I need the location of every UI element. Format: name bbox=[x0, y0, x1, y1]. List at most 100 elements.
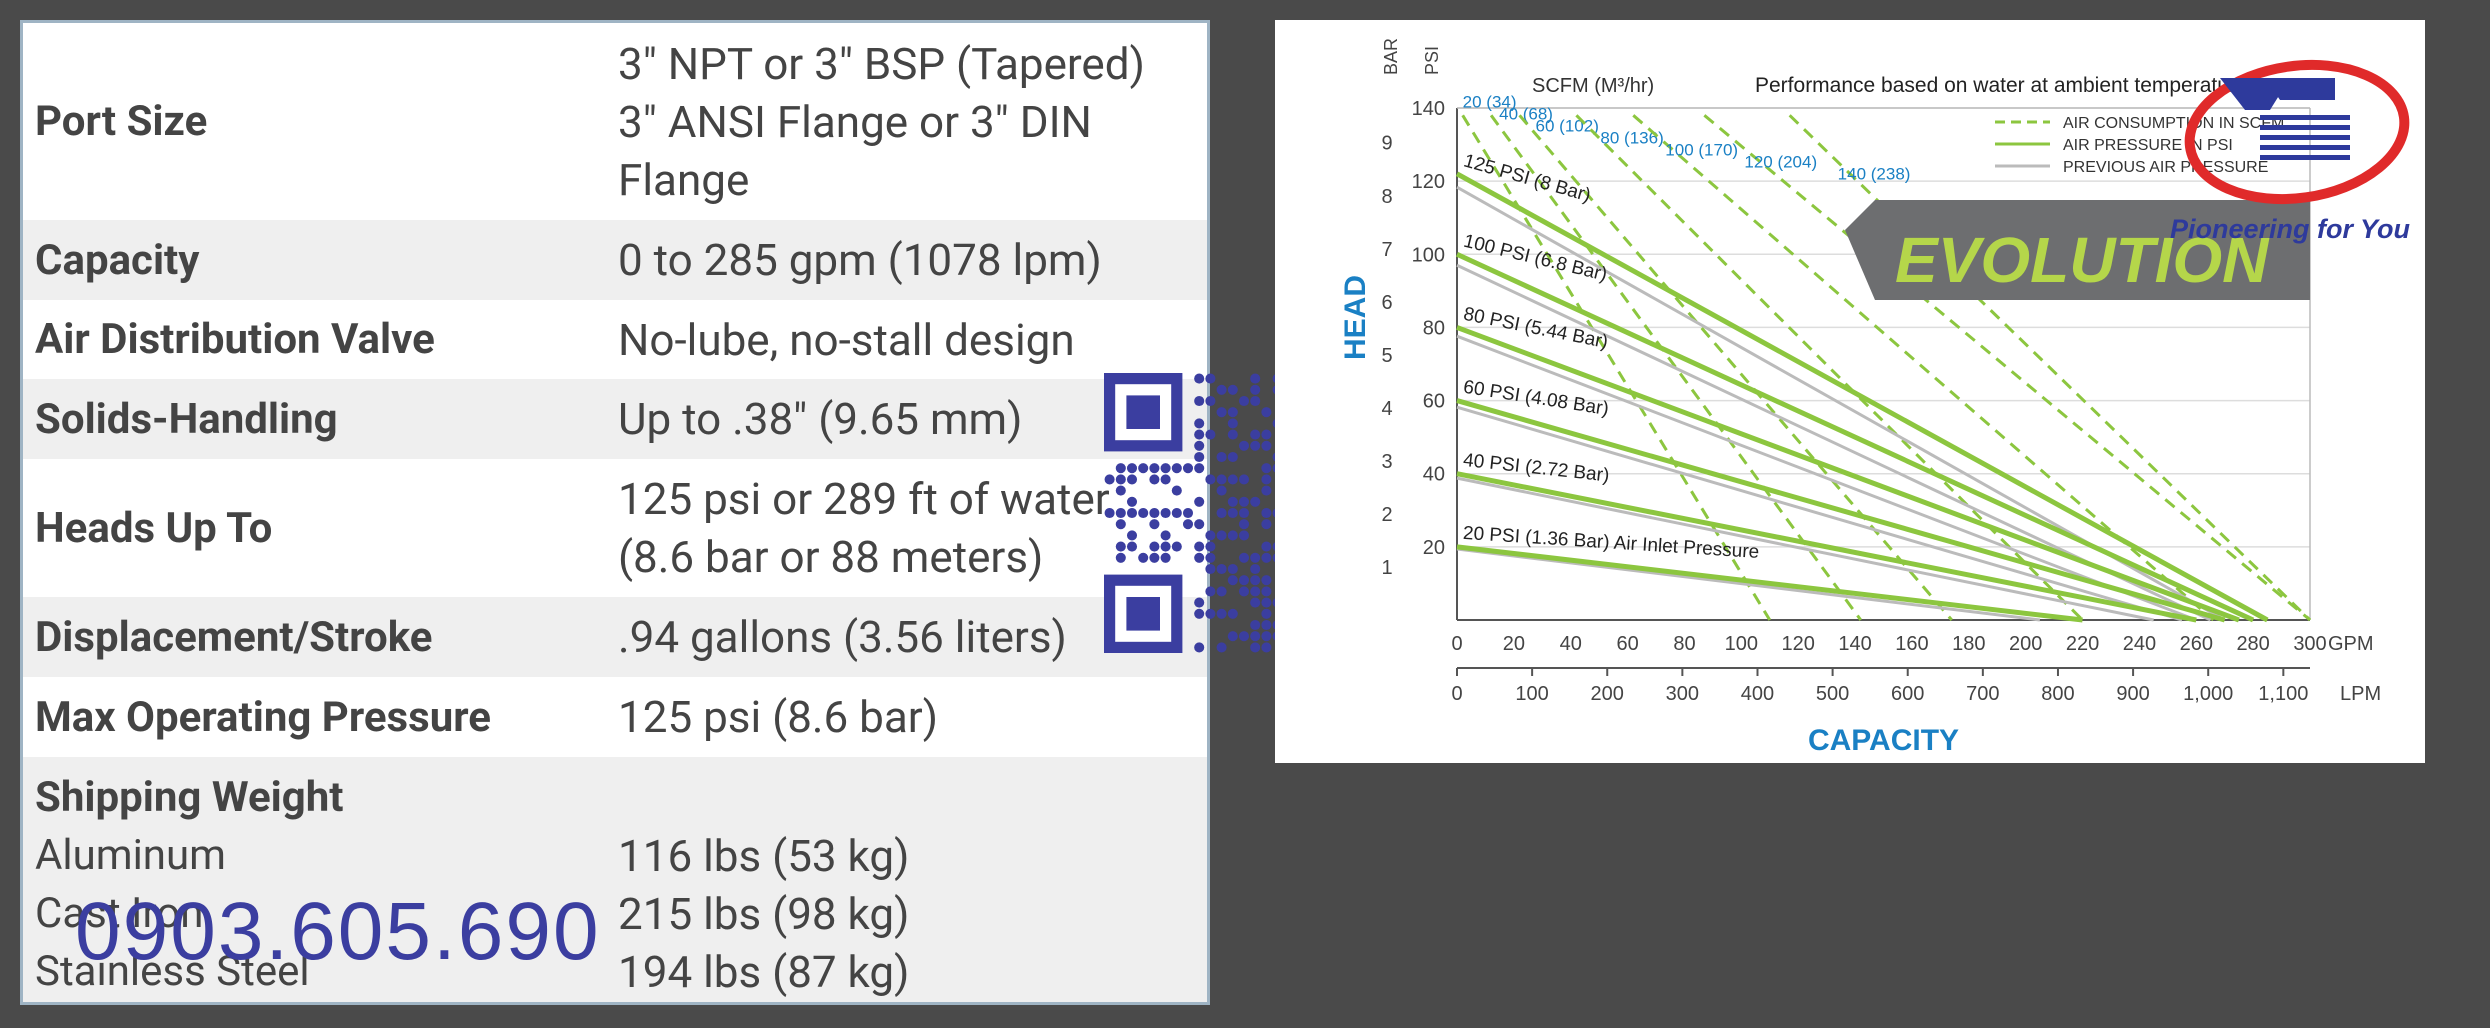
spec-table: Port Size 3" NPT or 3" BSP (Tapered) 3" AN… bbox=[20, 20, 1210, 1005]
qr-module bbox=[1238, 575, 1250, 586]
qr-module bbox=[1227, 407, 1238, 418]
qr-module bbox=[1149, 541, 1160, 552]
x-unit-lpm: LPM bbox=[2340, 683, 2381, 705]
x-tick-gpm: 220 bbox=[2066, 633, 2099, 655]
qr-module bbox=[1171, 485, 1182, 496]
x-tick-gpm: 280 bbox=[2236, 633, 2269, 655]
qr-module bbox=[1261, 597, 1272, 608]
x-tick-gpm: 260 bbox=[2180, 633, 2213, 655]
x-tick-gpm: 80 bbox=[1673, 633, 1695, 655]
spec-value: 3" NPT or 3" BSP (Tapered) 3" ANSI Flange… bbox=[618, 23, 1207, 220]
qr-module bbox=[1171, 507, 1182, 519]
spec-row: Capacity 0 to 285 gpm (1078 lpm) bbox=[23, 220, 1207, 300]
qr-module bbox=[1194, 608, 1205, 619]
qr-module bbox=[1238, 474, 1250, 485]
qr-module bbox=[1138, 552, 1149, 563]
qr-module bbox=[1238, 507, 1250, 519]
qr-module bbox=[1104, 474, 1115, 485]
previous-pressure-line bbox=[1456, 405, 2183, 622]
x-tick-lpm: 400 bbox=[1741, 683, 1774, 705]
qr-module bbox=[1115, 519, 1126, 530]
qr-module bbox=[1182, 519, 1194, 530]
x-tick-gpm: 0 bbox=[1451, 633, 1462, 655]
qr-module bbox=[1126, 530, 1138, 541]
qr-module bbox=[1227, 429, 1238, 440]
pressure-line bbox=[1456, 325, 2240, 623]
x-axis-label: CAPACITY bbox=[1808, 724, 1959, 757]
spec-label: Heads Up To bbox=[35, 503, 273, 553]
qr-module bbox=[1205, 563, 1216, 575]
legend-label: AIR PRESSURE IN PSI bbox=[2063, 137, 2233, 154]
qr-module bbox=[1171, 463, 1182, 474]
spec-label: Air Distribution Valve bbox=[35, 315, 435, 364]
qr-module bbox=[1261, 575, 1272, 586]
previous-pressure-line bbox=[1456, 334, 2197, 622]
qr-module bbox=[1205, 541, 1216, 552]
y-tick-bar: 6 bbox=[1381, 292, 1392, 314]
qr-module bbox=[1115, 474, 1126, 485]
qr-module bbox=[1261, 474, 1272, 485]
qr-module bbox=[1205, 373, 1216, 384]
spec-value-line: 3" ANSI Flange or 3" DIN bbox=[618, 95, 1092, 148]
qr-module bbox=[1227, 563, 1238, 575]
qr-module bbox=[1250, 552, 1261, 563]
qr-module bbox=[1160, 474, 1171, 485]
qr-module bbox=[1216, 608, 1227, 619]
spec-value: 125 psi (8.6 bar) bbox=[618, 677, 1207, 757]
qr-module bbox=[1205, 586, 1216, 597]
material-label: Stainless Steel bbox=[35, 947, 310, 996]
qr-module bbox=[1261, 463, 1272, 474]
qr-module bbox=[1216, 384, 1227, 395]
logo-mark bbox=[2220, 78, 2335, 110]
spec-row: Heads Up To 125 psi or 289 ft of water (8.… bbox=[23, 459, 1207, 597]
x-tick-gpm: 120 bbox=[1782, 633, 1815, 655]
legend-label: PREVIOUS AIR PRESSURE bbox=[2063, 159, 2268, 176]
qr-module bbox=[1227, 507, 1238, 519]
qr-module bbox=[1115, 485, 1126, 496]
qr-module bbox=[1261, 642, 1272, 653]
material-weight: 116 lbs (53 kg) bbox=[618, 830, 910, 882]
y-tick-bar: 7 bbox=[1381, 239, 1392, 261]
y-tick-bar: 8 bbox=[1381, 186, 1392, 208]
qr-module bbox=[1149, 474, 1160, 485]
y-tick-bar: 2 bbox=[1381, 504, 1392, 526]
qr-module bbox=[1227, 496, 1238, 507]
shipping-values: 116 lbs (53 kg) 215 lbs (98 kg) 194 lbs (8… bbox=[618, 757, 1207, 1002]
logo-stripe bbox=[2260, 125, 2350, 130]
qr-module bbox=[1250, 619, 1261, 631]
qr-module bbox=[1160, 530, 1171, 541]
qr-module bbox=[1149, 507, 1160, 519]
x-tick-lpm: 0 bbox=[1451, 683, 1462, 705]
previous-pressure-line bbox=[1456, 547, 2041, 622]
qr-module bbox=[1194, 519, 1205, 530]
qr-module bbox=[1238, 552, 1250, 563]
qr-module bbox=[1138, 463, 1149, 474]
qr-module bbox=[1216, 586, 1227, 597]
qr-module bbox=[1126, 463, 1138, 474]
qr-module bbox=[1115, 463, 1126, 474]
performance-chart: 20 40 60 80 100 120 140 1 2 3 4 5 6 7 8 9 BAR PSI HEAD 0 20 4… bbox=[1275, 20, 2425, 763]
qr-module bbox=[1261, 631, 1272, 642]
qr-module bbox=[1194, 418, 1205, 429]
y-tick-psi: 60 bbox=[1423, 391, 1445, 413]
qr-module bbox=[1115, 541, 1126, 552]
qr-module bbox=[1227, 631, 1238, 642]
x-tick-lpm: 300 bbox=[1666, 683, 1699, 705]
x-tick-gpm: 160 bbox=[1895, 633, 1928, 655]
qr-module bbox=[1250, 440, 1261, 451]
x-tick-gpm: 40 bbox=[1560, 633, 1582, 655]
x-tick-lpm: 1,000 bbox=[2183, 683, 2233, 705]
qr-module bbox=[1194, 552, 1205, 563]
qr-module bbox=[1216, 563, 1227, 575]
qr-module bbox=[1227, 530, 1238, 541]
x-tick-lpm: 1,100 bbox=[2258, 683, 2308, 705]
spec-value: .94 gallons (3.56 liters) bbox=[618, 597, 1207, 677]
y-tick-psi: 140 bbox=[1412, 98, 1445, 120]
x-tick-lpm: 500 bbox=[1816, 683, 1849, 705]
pressure-line bbox=[1455, 171, 2269, 623]
x-tick-lpm: 800 bbox=[2041, 683, 2074, 705]
scfm-line bbox=[1518, 114, 1953, 621]
qr-module bbox=[1160, 507, 1171, 519]
qr-module bbox=[1115, 552, 1126, 563]
spec-value-line: No-lube, no-stall design bbox=[618, 313, 1075, 366]
